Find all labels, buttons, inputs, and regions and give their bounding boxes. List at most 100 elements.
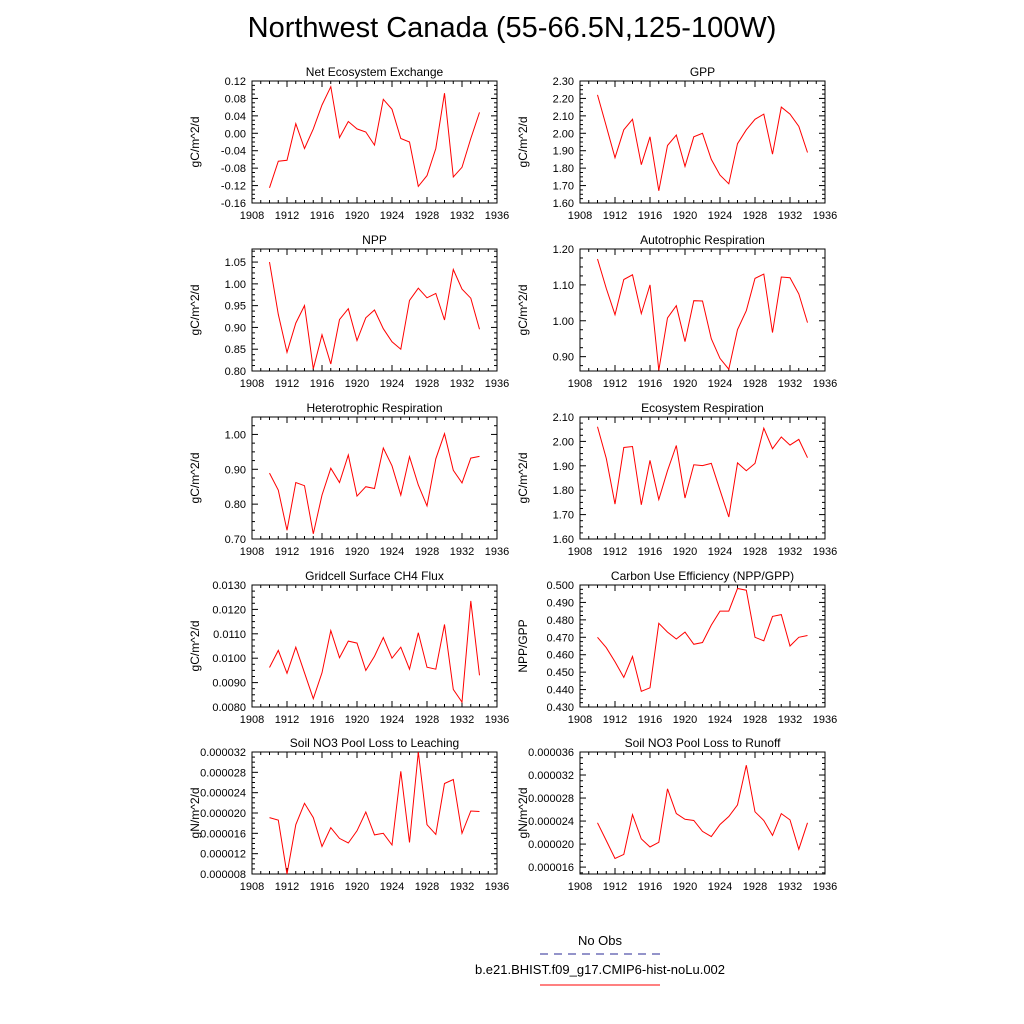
x-tick-label: 1920 xyxy=(345,881,369,893)
x-tick-label: 1908 xyxy=(568,378,592,390)
y-tick-label: 0.000028 xyxy=(200,767,246,779)
x-tick-label: 1916 xyxy=(310,378,334,390)
x-tick-label: 1932 xyxy=(778,714,802,726)
x-tick-label: 1932 xyxy=(450,378,474,390)
x-tick-label: 1928 xyxy=(415,881,439,893)
x-tick-label: 1936 xyxy=(813,881,837,893)
y-tick-label: 0.00 xyxy=(225,128,246,140)
x-tick-label: 1916 xyxy=(638,714,662,726)
y-tick-label: 0.04 xyxy=(225,111,246,123)
y-tick-label: 1.05 xyxy=(225,257,246,269)
y-tick-label: 0.0080 xyxy=(212,702,246,714)
y-tick-label: 2.10 xyxy=(553,111,574,123)
chart-panel-7: Gridcell Surface CH4 Flux gC/m^2/d 1908 191… xyxy=(188,569,509,726)
x-tick-label: 1920 xyxy=(345,210,369,222)
y-tick-label: 0.85 xyxy=(225,344,246,356)
y-tick-label: -0.04 xyxy=(221,146,246,158)
chart-title: Soil NO3 Pool Loss to Leaching xyxy=(290,736,459,750)
y-tick-label: -0.16 xyxy=(221,198,246,210)
plot-frame xyxy=(579,80,826,204)
series-line xyxy=(597,258,808,371)
x-tick-label: 1928 xyxy=(415,714,439,726)
y-tick-label: 0.000012 xyxy=(200,849,246,861)
x-tick-label: 1916 xyxy=(638,546,662,558)
chart-panel-8: Carbon Use Efficiency (NPP/GPP) NPP/GPP 19… xyxy=(516,569,837,726)
x-tick-label: 1916 xyxy=(310,546,334,558)
y-axis-label: gC/m^2/d xyxy=(188,453,202,504)
x-tick-label: 1932 xyxy=(450,714,474,726)
x-tick-label: 1916 xyxy=(638,881,662,893)
y-tick-label: 0.000020 xyxy=(200,808,246,820)
x-tick-label: 1924 xyxy=(708,714,732,726)
y-tick-label: 2.30 xyxy=(553,76,574,88)
y-tick-label: 2.20 xyxy=(553,93,574,105)
x-tick-label: 1908 xyxy=(240,378,264,390)
y-tick-label: 0.0100 xyxy=(212,653,246,665)
y-tick-label: 0.80 xyxy=(225,366,246,378)
y-axis-label: gC/m^2/d xyxy=(188,285,202,336)
x-tick-label: 1936 xyxy=(485,714,509,726)
plot-frame xyxy=(579,584,826,708)
x-tick-label: 1916 xyxy=(310,210,334,222)
x-tick-label: 1928 xyxy=(415,210,439,222)
y-tick-label: 0.70 xyxy=(225,534,246,546)
x-tick-label: 1912 xyxy=(275,210,299,222)
x-tick-label: 1924 xyxy=(708,210,732,222)
series-line xyxy=(269,431,480,534)
x-tick-label: 1924 xyxy=(380,881,404,893)
x-tick-label: 1936 xyxy=(813,546,837,558)
x-tick-label: 1928 xyxy=(743,210,767,222)
x-tick-label: 1936 xyxy=(485,210,509,222)
chart-panel-2: GPP gC/m^2/d 1908 1912 1916 1920 1924 1928 1932 1… xyxy=(516,65,837,222)
legend-obs-line xyxy=(540,953,660,955)
x-tick-label: 1936 xyxy=(813,210,837,222)
x-tick-label: 1912 xyxy=(603,881,627,893)
y-tick-label: 1.70 xyxy=(553,181,574,193)
legend-obs: No Obs xyxy=(440,933,760,963)
y-tick-label: 0.000036 xyxy=(528,747,574,759)
x-tick-label: 1920 xyxy=(673,546,697,558)
x-tick-label: 1912 xyxy=(603,546,627,558)
x-tick-label: 1916 xyxy=(310,881,334,893)
y-tick-label: 1.60 xyxy=(553,198,574,210)
chart-title: Gridcell Surface CH4 Flux xyxy=(305,569,444,583)
chart-title: Net Ecosystem Exchange xyxy=(306,65,444,79)
y-tick-label: 0.500 xyxy=(546,580,574,592)
x-tick-label: 1916 xyxy=(638,378,662,390)
y-tick-label: 0.90 xyxy=(225,322,246,334)
x-tick-label: 1932 xyxy=(450,546,474,558)
y-tick-label: 1.60 xyxy=(553,534,574,546)
y-tick-label: 0.90 xyxy=(225,464,246,476)
y-tick-label: 1.80 xyxy=(553,163,574,175)
x-tick-label: 1916 xyxy=(310,714,334,726)
series-line xyxy=(269,85,480,188)
y-tick-label: 0.000032 xyxy=(528,770,574,782)
x-tick-label: 1920 xyxy=(345,714,369,726)
y-tick-label: 0.450 xyxy=(546,667,574,679)
x-tick-label: 1932 xyxy=(450,881,474,893)
chart-title: Ecosystem Respiration xyxy=(641,401,764,415)
x-tick-label: 1932 xyxy=(778,881,802,893)
x-tick-label: 1932 xyxy=(778,210,802,222)
x-tick-label: 1924 xyxy=(380,546,404,558)
x-tick-label: 1908 xyxy=(568,714,592,726)
x-tick-label: 1928 xyxy=(415,546,439,558)
y-tick-label: 0.08 xyxy=(225,93,246,105)
x-tick-label: 1936 xyxy=(813,378,837,390)
chart-panel-9: Soil NO3 Pool Loss to Leaching gN/m^2/d 19… xyxy=(188,736,509,893)
x-tick-label: 1916 xyxy=(638,210,662,222)
y-tick-label: 0.480 xyxy=(546,615,574,627)
y-tick-label: 0.000008 xyxy=(200,869,246,881)
y-axis-label: gC/m^2/d xyxy=(188,621,202,672)
series-line xyxy=(269,262,480,369)
y-tick-label: 1.20 xyxy=(553,244,574,256)
y-tick-label: 1.00 xyxy=(553,316,574,328)
x-tick-label: 1936 xyxy=(485,378,509,390)
y-axis-label: gN/m^2/d xyxy=(188,788,202,839)
x-tick-label: 1920 xyxy=(673,714,697,726)
x-tick-label: 1920 xyxy=(673,881,697,893)
legend-model: b.e21.BHIST.f09_g17.CMIP6-hist-noLu.002 xyxy=(440,962,760,992)
chart-panel-5: Heterotrophic Respiration gC/m^2/d 1908 191… xyxy=(188,401,509,558)
x-tick-label: 1928 xyxy=(743,378,767,390)
